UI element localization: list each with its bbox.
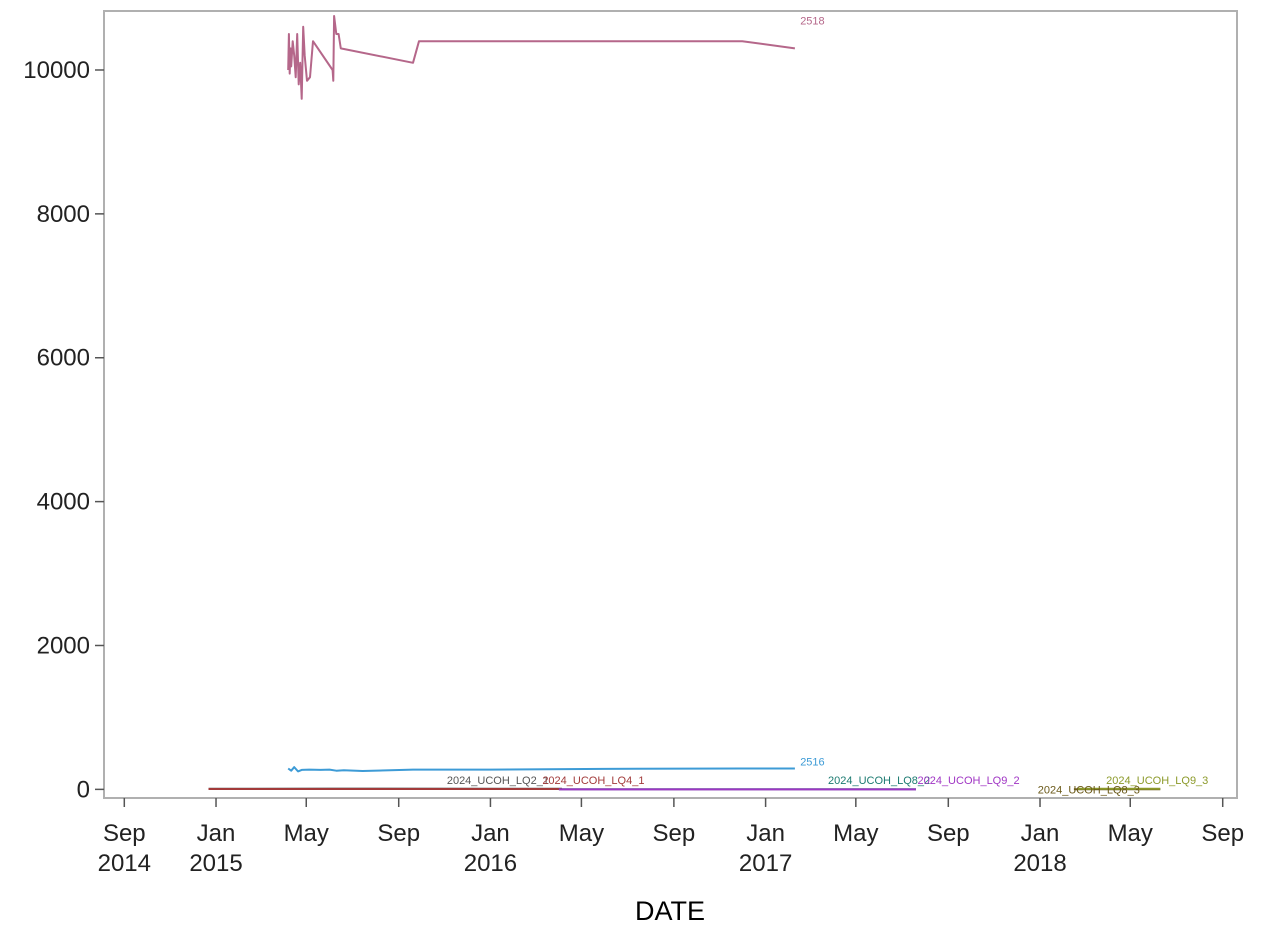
y-tick-label: 8000 <box>37 201 90 228</box>
x-tick-month-label: Sep <box>377 820 420 847</box>
y-tick-label: 0 <box>77 776 90 803</box>
x-tick-month-label: Sep <box>1201 820 1244 847</box>
series-label-2024-ucoh-lq9-2: 2024_UCOH_LQ9_2 <box>917 775 1019 787</box>
series-label-2024-ucoh-lq9-3: 2024_UCOH_LQ9_3 <box>1106 775 1208 787</box>
x-tick-month-label: Sep <box>653 820 696 847</box>
x-tick-month-label: Sep <box>103 820 146 847</box>
x-tick-month-label: Jan <box>746 820 785 847</box>
x-tick-month-label: Sep <box>927 820 970 847</box>
x-tick-month-label: May <box>284 820 329 847</box>
series-line-2516 <box>287 766 795 773</box>
y-tick-label: 4000 <box>37 489 90 516</box>
x-tick-year-label: 2016 <box>464 850 517 877</box>
series-label-2516: 2516 <box>800 756 824 768</box>
x-tick-year-label: 2017 <box>739 850 792 877</box>
x-tick-month-label: May <box>833 820 878 847</box>
x-tick-month-label: May <box>559 820 604 847</box>
series-lines <box>208 15 1161 791</box>
y-tick-label: 6000 <box>37 345 90 372</box>
x-tick-year-label: 2018 <box>1013 850 1066 877</box>
x-tick-month-label: Jan <box>471 820 510 847</box>
y-tick-label: 2000 <box>37 632 90 659</box>
plot-area-frame <box>103 10 1238 799</box>
series-label-2024-ucoh-lq8-3: 2024_UCOH_LQ8_3 <box>1038 784 1140 796</box>
x-tick-month-label: Jan <box>1021 820 1060 847</box>
series-label-2024-ucoh-lq4-1: 2024_UCOH_LQ4_1 <box>542 775 644 787</box>
series-label-2024-ucoh-lq2-1: 2024_UCOH_LQ2_1 <box>447 775 549 787</box>
series-line-2518 <box>287 15 796 100</box>
y-axis: 0 2000 4000 6000 8000 10000 <box>23 57 104 803</box>
x-tick-month-label: May <box>1108 820 1153 847</box>
x-axis: Sep 2014 Jan 2015 May Sep Jan 2016 May Sep Jan 2017… <box>98 798 1244 877</box>
y-tick-label: 10000 <box>23 57 90 84</box>
series-label-2518: 2518 <box>800 15 824 27</box>
x-axis-title: DATE <box>635 896 705 926</box>
x-tick-year-label: 2014 <box>98 850 151 877</box>
x-tick-month-label: Jan <box>197 820 236 847</box>
series-label-2024-ucoh-lq8-2: 2024_UCOH_LQ8_2 <box>828 775 930 787</box>
x-tick-year-label: 2015 <box>189 850 242 877</box>
